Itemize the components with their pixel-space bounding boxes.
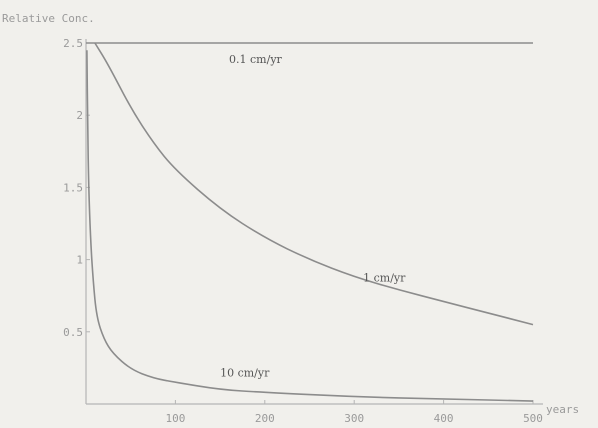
tick-labels: 100 200 300 400 500 0.5 1 1.5 2 2.5 (63, 37, 543, 425)
series-line-2 (86, 50, 534, 402)
series-label-2: 10 cm/yr (220, 367, 270, 380)
series-labels: 0.1 cm/yr 1 cm/yr 10 cm/yr (220, 53, 406, 379)
y-axis-title: Relative Conc. (2, 12, 95, 25)
y-tick-label: 1.5 (63, 181, 83, 194)
y-tick-label: 0.5 (63, 326, 83, 339)
series-label-0: 0.1 cm/yr (229, 53, 283, 66)
x-tick-label: 400 (434, 412, 454, 425)
y-tick-label: 1 (76, 254, 83, 267)
series-label-1: 1 cm/yr (363, 271, 406, 284)
axes (85, 39, 543, 405)
series-lines (85, 42, 534, 402)
x-tick-label: 200 (255, 412, 275, 425)
x-tick-label: 500 (523, 412, 543, 425)
y-tick-label: 2 (76, 109, 83, 122)
y-tick-label: 2.5 (63, 37, 83, 50)
x-tick-label: 100 (165, 412, 185, 425)
x-axis-title: years (546, 403, 579, 416)
series-line-1 (94, 42, 534, 326)
x-tick-label: 300 (344, 412, 364, 425)
